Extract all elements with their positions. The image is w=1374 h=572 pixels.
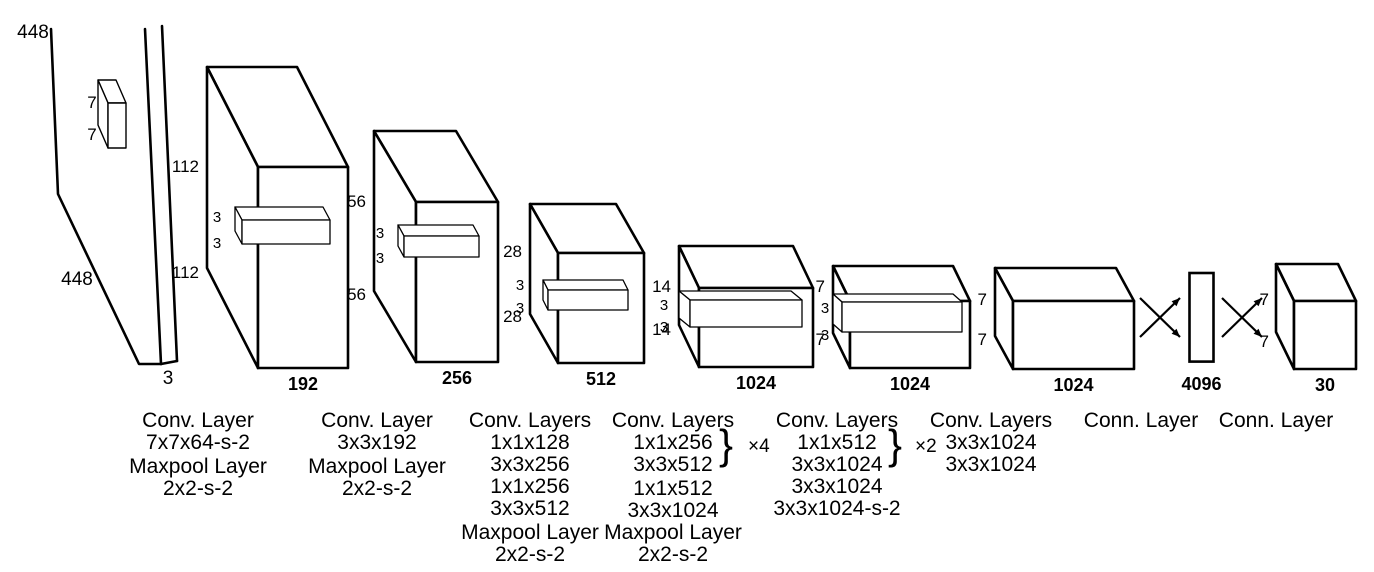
- svg-text:1x1x512: 1x1x512: [633, 477, 712, 500]
- svg-text:Conv. Layers: Conv. Layers: [930, 409, 1052, 432]
- svg-text:2x2-s-2: 2x2-s-2: [495, 543, 565, 566]
- svg-text:3: 3: [376, 225, 384, 242]
- svg-text:7: 7: [87, 93, 96, 112]
- svg-text:3: 3: [660, 319, 668, 336]
- svg-text:2x2-s-2: 2x2-s-2: [638, 543, 708, 566]
- svg-text:Conv. Layers: Conv. Layers: [469, 409, 591, 432]
- svg-text:×2: ×2: [915, 436, 937, 457]
- svg-text:3: 3: [163, 368, 174, 389]
- svg-text:3x3x1024: 3x3x1024: [791, 475, 882, 498]
- svg-text:Conv. Layer: Conv. Layer: [142, 409, 254, 432]
- svg-text:7: 7: [978, 330, 987, 349]
- svg-text:3: 3: [516, 277, 524, 294]
- svg-text:Conv. Layers: Conv. Layers: [776, 409, 898, 432]
- svg-text:3x3x1024: 3x3x1024: [791, 453, 882, 476]
- svg-text:Maxpool Layer: Maxpool Layer: [461, 521, 599, 544]
- svg-text:192: 192: [288, 374, 318, 394]
- svg-text:Maxpool Layer: Maxpool Layer: [129, 455, 267, 478]
- svg-text:30: 30: [1315, 375, 1335, 395]
- svg-text:448: 448: [17, 22, 49, 43]
- svg-text:1x1x128: 1x1x128: [490, 431, 569, 454]
- svg-text:3: 3: [376, 250, 384, 267]
- svg-text:112: 112: [172, 263, 199, 282]
- svg-text:1024: 1024: [736, 373, 776, 393]
- svg-text:28: 28: [503, 242, 522, 261]
- svg-text:Conv. Layer: Conv. Layer: [321, 409, 433, 432]
- svg-text:1x1x512: 1x1x512: [797, 431, 876, 454]
- svg-text:1024: 1024: [1053, 375, 1093, 395]
- svg-text:1x1x256: 1x1x256: [633, 431, 712, 454]
- svg-text:3x3x512: 3x3x512: [633, 453, 712, 476]
- svg-text:3: 3: [821, 327, 829, 344]
- svg-text:Maxpool Layer: Maxpool Layer: [308, 455, 446, 478]
- svg-text:Conv. Layers: Conv. Layers: [612, 409, 734, 432]
- svg-text:3x3x512: 3x3x512: [490, 497, 569, 520]
- svg-text:3x3x1024: 3x3x1024: [945, 431, 1036, 454]
- svg-text:3: 3: [213, 209, 221, 226]
- svg-text:7: 7: [87, 125, 96, 144]
- svg-text:2x2-s-2: 2x2-s-2: [163, 477, 233, 500]
- svg-text:7: 7: [816, 277, 825, 296]
- svg-text:3x3x192: 3x3x192: [337, 431, 416, 454]
- svg-text:3: 3: [213, 235, 221, 252]
- svg-text:448: 448: [61, 269, 93, 290]
- svg-text:56: 56: [347, 192, 366, 211]
- svg-text:7: 7: [978, 290, 987, 309]
- svg-text:3x3x1024-s-2: 3x3x1024-s-2: [773, 497, 900, 520]
- svg-text:3x3x1024: 3x3x1024: [627, 499, 718, 522]
- svg-text:3: 3: [821, 300, 829, 317]
- svg-text:14: 14: [652, 277, 671, 296]
- svg-text:Maxpool Layer: Maxpool Layer: [604, 521, 742, 544]
- svg-text:4096: 4096: [1181, 374, 1221, 394]
- svg-text:3: 3: [516, 300, 524, 317]
- svg-text:Conn. Layer: Conn. Layer: [1084, 409, 1198, 432]
- svg-text:1024: 1024: [890, 374, 930, 394]
- svg-text:}: }: [719, 421, 733, 468]
- svg-text:×4: ×4: [748, 436, 770, 457]
- svg-text:3x3x256: 3x3x256: [490, 453, 569, 476]
- svg-text:256: 256: [442, 368, 472, 388]
- svg-text:1x1x256: 1x1x256: [490, 475, 569, 498]
- svg-text:3: 3: [660, 297, 668, 314]
- svg-text:Conn. Layer: Conn. Layer: [1219, 409, 1333, 432]
- svg-text:512: 512: [586, 369, 616, 389]
- svg-text:112: 112: [172, 157, 199, 176]
- svg-text:3x3x1024: 3x3x1024: [945, 453, 1036, 476]
- svg-text:7x7x64-s-2: 7x7x64-s-2: [146, 431, 250, 454]
- svg-text:2x2-s-2: 2x2-s-2: [342, 477, 412, 500]
- svg-text:}: }: [888, 421, 902, 468]
- svg-text:56: 56: [347, 285, 366, 304]
